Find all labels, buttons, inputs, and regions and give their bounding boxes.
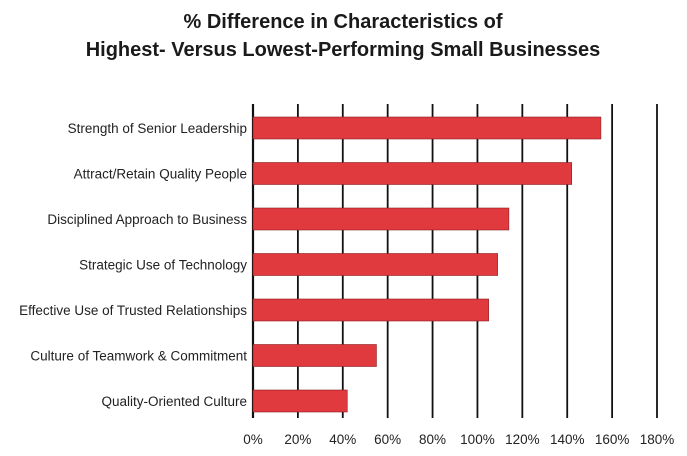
chart-title-line-1: % Difference in Characteristics of bbox=[184, 11, 503, 33]
bar-strategic-use-of-technology bbox=[252, 253, 498, 276]
bar-quality-oriented-culture bbox=[252, 389, 348, 413]
x-tick-label: 120% bbox=[505, 432, 540, 447]
x-tick-labels: 0% 20% 40% 60% 80% 100% 120% 140% 160% 180% bbox=[243, 432, 674, 447]
bar-disciplined-approach-to-business bbox=[252, 207, 510, 231]
category-label: Quality-Oriented Culture bbox=[101, 394, 247, 409]
bar-strength-of-senior-leadership bbox=[252, 116, 602, 140]
category-label: Culture of Teamwork & Commitment bbox=[30, 349, 247, 364]
bar-effective-use-of-trusted-relationships bbox=[252, 298, 489, 322]
x-tick-label: 80% bbox=[419, 432, 446, 447]
x-tick-label: 0% bbox=[243, 432, 263, 447]
x-tick-label: 160% bbox=[595, 432, 630, 447]
x-tick-label: 40% bbox=[329, 432, 356, 447]
bars bbox=[252, 116, 602, 413]
bar-culture-of-teamwork-commitment bbox=[252, 344, 377, 367]
category-label: Strategic Use of Technology bbox=[79, 258, 247, 273]
x-tick-label: 20% bbox=[284, 432, 311, 447]
category-label: Attract/Retain Quality People bbox=[74, 167, 247, 182]
category-label: Strength of Senior Leadership bbox=[68, 121, 247, 136]
chart-title-line-2: Highest- Versus Lowest-Performing Small … bbox=[86, 39, 601, 61]
category-label: Disciplined Approach to Business bbox=[47, 212, 247, 227]
category-label: Effective Use of Trusted Relationships bbox=[19, 303, 247, 318]
x-tick-label: 60% bbox=[374, 432, 401, 447]
x-tick-label: 140% bbox=[550, 432, 585, 447]
bar-attract-retain-quality-people bbox=[252, 162, 573, 185]
x-tick-label: 180% bbox=[640, 432, 675, 447]
category-labels: Strength of Senior Leadership Attract/Ret… bbox=[19, 121, 247, 409]
x-tick-label: 100% bbox=[460, 432, 495, 447]
